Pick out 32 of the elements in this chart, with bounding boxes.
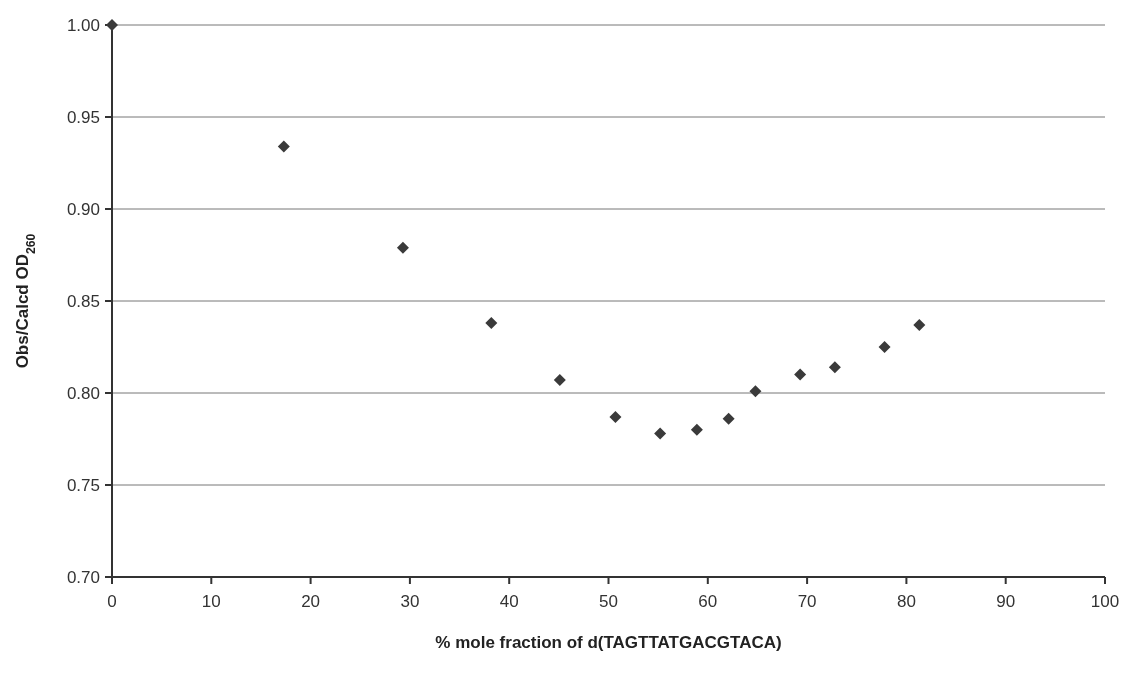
point xyxy=(485,317,498,330)
x-tick-label: 40 xyxy=(499,592,519,611)
y-tick-label: 1.00 xyxy=(66,15,100,35)
point xyxy=(794,368,807,381)
point xyxy=(396,241,409,254)
point xyxy=(654,427,667,440)
x-tick-label: 10 xyxy=(201,592,221,611)
x-tick-label: 20 xyxy=(301,592,321,611)
x-tick-label: 80 xyxy=(896,592,916,611)
x-tick-label: 70 xyxy=(797,592,817,611)
x-tick-label: 100 xyxy=(1090,592,1120,611)
point xyxy=(609,410,622,423)
point xyxy=(553,374,566,387)
y-tick-label: 0.80 xyxy=(66,383,100,403)
point xyxy=(690,423,703,436)
y-tick-label: 0.85 xyxy=(66,291,100,311)
y-tick-label: 0.90 xyxy=(66,199,100,219)
point xyxy=(277,140,290,153)
x-tick-label: 0 xyxy=(107,592,117,611)
x-axis-title: % mole fraction of d(TAGTTATGACGTACA) xyxy=(435,633,782,652)
x-tick-label: 50 xyxy=(599,592,618,611)
y-tick-label: 0.75 xyxy=(66,475,100,495)
x-tick-label: 60 xyxy=(698,592,718,611)
point xyxy=(913,318,926,331)
y-tick-label: 0.70 xyxy=(66,567,100,587)
y-tick-label: 0.95 xyxy=(66,107,100,127)
x-tick-label: 90 xyxy=(996,592,1016,611)
x-tick-label: 30 xyxy=(400,592,420,611)
point xyxy=(828,361,841,374)
point xyxy=(749,385,762,398)
point xyxy=(722,412,735,425)
point xyxy=(878,341,891,353)
